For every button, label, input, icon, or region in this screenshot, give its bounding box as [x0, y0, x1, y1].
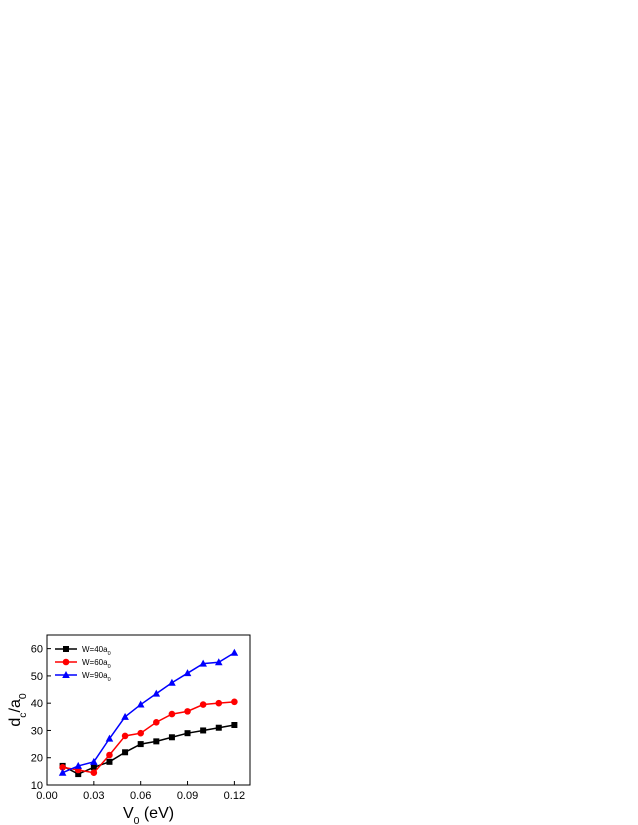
x-axis-label-part: (eV): [139, 805, 174, 822]
legend-sub: 0: [108, 677, 111, 683]
y-axis-label: dc/a0: [7, 693, 29, 726]
marker: [90, 757, 98, 765]
marker: [168, 734, 175, 741]
marker: [231, 698, 238, 706]
x-axis-label: V0 (eV): [123, 805, 174, 825]
legend-label: W=60a0: [82, 658, 111, 670]
legend-name: W=40a: [82, 645, 108, 654]
marker: [105, 734, 114, 742]
x-tick-label: 0.06: [130, 790, 151, 802]
marker: [58, 768, 67, 776]
legend-name: W=90a: [82, 671, 108, 680]
y-axis-label-part: /a: [7, 699, 24, 712]
y-axis-label-part: d: [7, 718, 24, 727]
series-line: [62, 701, 235, 774]
series-line: [62, 724, 235, 775]
legend-sub: 0: [108, 664, 111, 670]
legend-label: W=40a0: [82, 645, 111, 657]
marker: [121, 732, 129, 740]
marker: [137, 741, 144, 748]
marker: [74, 761, 83, 769]
x-tick-label: 0.12: [224, 790, 245, 802]
x-tick-label: 0.03: [83, 790, 104, 802]
y-tick-label: 50: [31, 671, 43, 683]
marker: [106, 751, 113, 759]
marker: [215, 724, 222, 731]
marker: [136, 700, 145, 708]
y-tick-label: 60: [31, 644, 43, 656]
legend-label: W=90a0: [82, 671, 111, 683]
marker: [62, 658, 70, 666]
y-axis-label-part: c: [18, 713, 29, 718]
marker: [153, 718, 160, 726]
marker: [106, 758, 113, 765]
y-tick-label: 10: [31, 780, 43, 792]
x-tick-label: 0.00: [36, 790, 57, 802]
marker: [183, 669, 192, 677]
marker: [215, 699, 223, 707]
marker: [200, 727, 207, 734]
marker: [168, 678, 176, 686]
marker: [184, 730, 191, 737]
marker: [90, 769, 98, 777]
marker: [153, 738, 160, 745]
legend-name: W=60a: [82, 658, 108, 667]
x-axis-label-part: 0: [134, 816, 140, 825]
marker: [137, 729, 144, 737]
marker: [199, 659, 207, 667]
marker: [168, 710, 176, 718]
marker: [75, 771, 82, 778]
marker: [59, 763, 66, 771]
marker: [152, 689, 161, 697]
legend-sub: 0: [108, 651, 111, 657]
marker: [230, 648, 239, 656]
marker: [121, 712, 129, 720]
marker: [199, 701, 207, 708]
y-axis-label-part: 0: [18, 693, 29, 699]
marker: [63, 646, 69, 652]
marker: [231, 722, 238, 728]
marker: [122, 749, 129, 756]
y-tick-label: 20: [31, 753, 43, 765]
marker: [62, 671, 70, 678]
x-axis-label-part: V: [123, 805, 134, 822]
marker: [90, 764, 97, 771]
y-tick-label: 30: [31, 725, 43, 737]
x-tick-label: 0.09: [177, 790, 198, 802]
marker: [184, 708, 191, 715]
plot-frame: [46, 634, 251, 786]
y-tick-label: 40: [31, 698, 43, 710]
series-line: [62, 652, 235, 774]
marker: [214, 658, 223, 666]
